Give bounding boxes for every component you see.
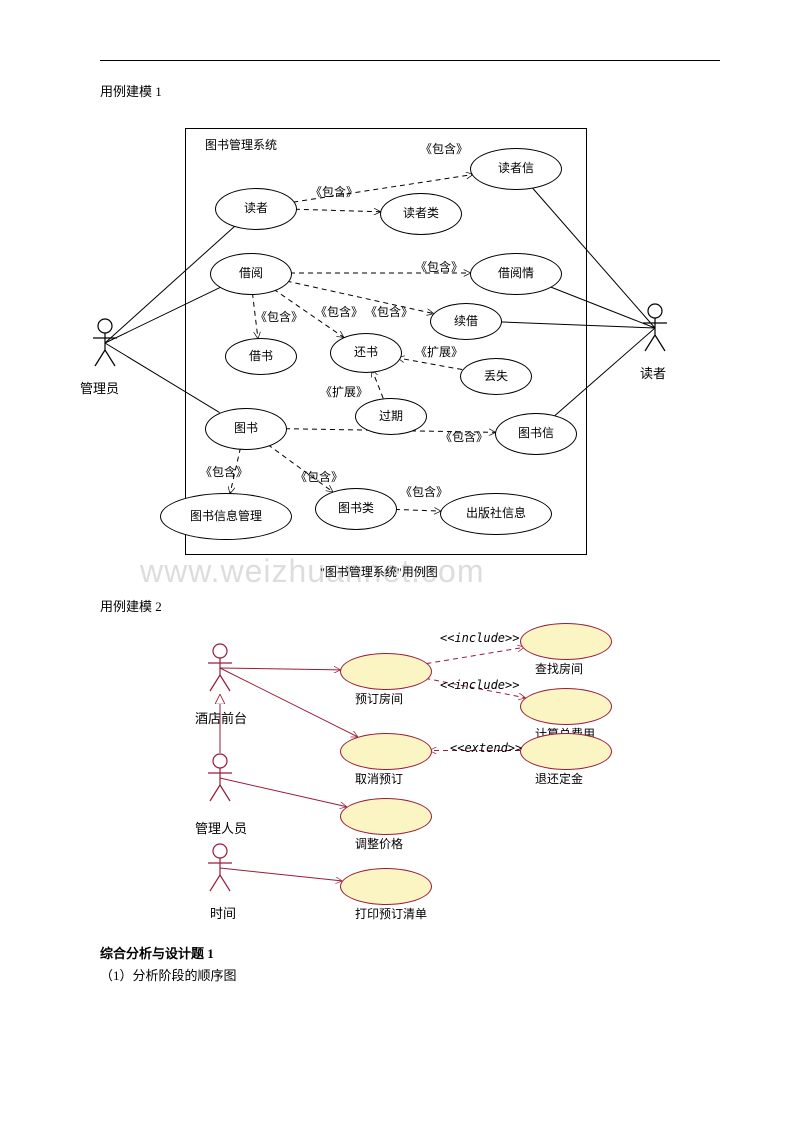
usecase-renew: 续借 [430,303,502,340]
actor-label-admin: 管理员 [80,378,119,397]
usecase-book: 图书 [205,408,287,450]
edge-label: <<include>> [440,678,519,692]
usecase-label-cancel: 取消预订 [355,770,403,787]
usecase-label-book_room: 预订房间 [355,690,403,707]
usecase-book_info_m: 图书信息管理 [160,493,292,540]
edge-label: 《扩展》 [415,343,463,360]
usecase-label-adjust: 调整价格 [355,835,403,852]
actor-label-front: 酒店前台 [195,708,247,727]
usecase-label-find_room: 查找房间 [535,660,583,677]
actor-front [205,643,235,693]
usecase-overdue: 过期 [355,398,427,435]
edge-label: 《包含》 [415,258,463,275]
edge-label: 《包含》 [315,303,363,320]
diagram-library: www.weizhuannet.com 图书管理系统管理员读者读者读者信读者类借… [100,108,720,588]
usecase-reader_type: 读者类 [380,193,462,235]
actor-label-reader: 读者 [640,363,666,382]
usecase-return_book: 还书 [330,333,402,373]
usecase-lost: 丢失 [460,358,532,395]
edge-label: 《扩展》 [320,383,368,400]
system-name: 图书管理系统 [205,136,277,153]
edge-label: 《包含》 [400,483,448,500]
edge-label: 《包含》 [310,183,358,200]
actor-label-mgr: 管理人员 [195,818,247,837]
diagram-caption: "图书管理系统"用例图 [320,563,438,580]
usecase-book_type: 图书类 [315,488,397,530]
usecase-borrow: 借阅 [210,253,292,295]
title-2: 用例建模 2 [100,596,720,615]
actor-reader [640,303,670,353]
actor-mgr [205,753,235,803]
usecase-borrow_book: 借书 [225,338,297,375]
actor-label-time: 时间 [210,903,236,922]
edge-label: 《包含》 [295,468,343,485]
footer-title: 综合分析与设计题 1 [100,943,720,962]
usecase-adjust [340,798,432,835]
usecase-refund [520,733,612,770]
actor-admin [90,318,120,368]
actor-time [205,843,235,893]
edge-label: 《包含》 [255,308,303,325]
edge-label: <<extend>> [450,741,522,755]
diagram-hotel: 酒店前台管理人员时间预订房间查找房间计算总费用取消预订退还定金调整价格打印预订清… [140,623,700,923]
footer-sub: （1）分析阶段的顺序图 [100,965,720,984]
usecase-cancel [340,733,432,770]
usecase-label-refund: 退还定金 [535,770,583,787]
usecase-reader_info: 读者信 [470,148,562,190]
usecase-borrow_detail: 借阅情 [470,253,562,295]
edge-label: 《包含》 [365,303,413,320]
usecase-find_room [520,623,612,660]
usecase-publisher: 出版社信息 [440,493,552,535]
edge-label: 《包含》 [440,428,488,445]
usecase-print [340,868,432,905]
usecase-label-print: 打印预订清单 [355,905,427,922]
edge-label: 《包含》 [420,140,468,157]
edge-label: <<include>> [440,631,519,645]
edge-label: 《包含》 [200,463,248,480]
usecase-book_room [340,653,432,690]
title-1: 用例建模 1 [100,81,720,100]
usecase-reader_m: 读者 [215,188,297,230]
usecase-book_info: 图书信 [495,413,577,455]
usecase-calc_fee [520,688,612,725]
